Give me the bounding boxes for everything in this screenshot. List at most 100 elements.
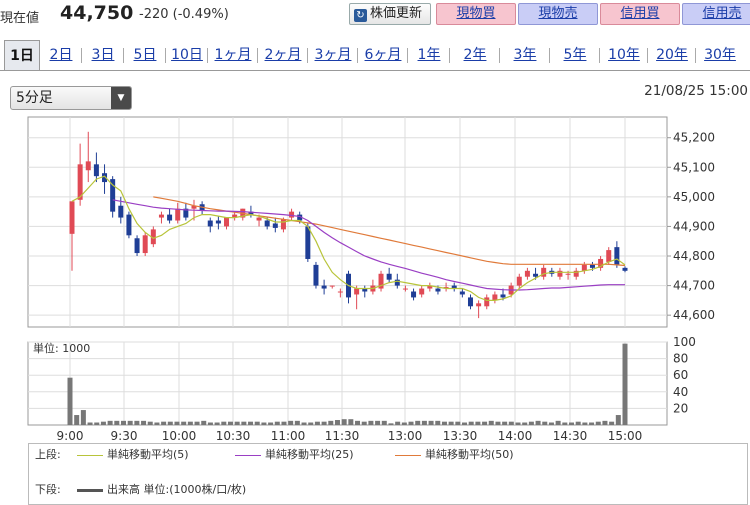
tab-9[interactable]: 1年 bbox=[417, 47, 441, 63]
tab-4[interactable]: 10日 bbox=[171, 47, 203, 63]
tab-12[interactable]: 5年 bbox=[563, 47, 587, 63]
candle-body bbox=[248, 211, 254, 215]
candle-body bbox=[354, 288, 360, 295]
candle-body bbox=[573, 270, 579, 277]
candle-body bbox=[297, 214, 303, 221]
tab-5[interactable]: 1ヶ月 bbox=[214, 47, 252, 63]
price-tick-label: 45,000 bbox=[673, 190, 715, 204]
legend-ma25-label: 単純移動平均(25) bbox=[265, 448, 354, 461]
volume-bar bbox=[67, 377, 73, 425]
candle-body bbox=[386, 273, 392, 280]
candle-body bbox=[264, 220, 270, 227]
tab-6[interactable]: 2ヶ月 bbox=[264, 47, 302, 63]
cash-buy-button[interactable]: 現物買 bbox=[436, 3, 516, 25]
volume-bar bbox=[582, 422, 588, 425]
candle-body bbox=[93, 164, 99, 177]
candle-body bbox=[102, 173, 108, 183]
volume-bar bbox=[314, 421, 320, 425]
quote-header: 現在値 44,750 -220 (-0.49%) ↻ 株価更新 現物買 現物売 信… bbox=[0, 0, 750, 34]
volume-bar bbox=[602, 420, 608, 425]
cash-sell-button[interactable]: 現物売 bbox=[518, 3, 598, 25]
tab-13[interactable]: 10年 bbox=[608, 47, 640, 63]
ma50-line-icon bbox=[395, 454, 421, 456]
candle-body bbox=[69, 201, 75, 234]
volume-bar bbox=[201, 420, 207, 425]
volume-bar bbox=[428, 420, 434, 425]
candle-body bbox=[313, 264, 319, 286]
candle-body bbox=[150, 229, 156, 245]
volume-bar bbox=[234, 421, 240, 425]
candle-body bbox=[134, 238, 140, 254]
volume-tick-label: 80 bbox=[673, 352, 688, 366]
candle-body bbox=[329, 285, 335, 287]
candle-body bbox=[110, 179, 116, 212]
tab-14[interactable]: 20年 bbox=[656, 47, 688, 63]
volume-bar bbox=[462, 422, 468, 425]
candle-body bbox=[533, 273, 539, 277]
candle-body bbox=[256, 217, 262, 221]
ma5-line-icon bbox=[77, 454, 103, 456]
volume-bar bbox=[334, 420, 340, 425]
volume-bar bbox=[161, 421, 167, 425]
tab-2[interactable]: 3日 bbox=[91, 47, 115, 63]
volume-bar bbox=[408, 421, 414, 425]
volume-bar bbox=[87, 422, 93, 425]
candle-body bbox=[598, 258, 604, 268]
volume-bar bbox=[548, 422, 554, 425]
margin-buy-button[interactable]: 信用買 bbox=[600, 3, 680, 25]
candle-body bbox=[394, 279, 400, 286]
candle-body bbox=[77, 164, 83, 200]
tab-separator bbox=[257, 48, 258, 63]
tab-10[interactable]: 2年 bbox=[463, 47, 487, 63]
volume-unit-label: 単位: 1000 bbox=[33, 341, 90, 355]
volume-bar bbox=[167, 421, 173, 425]
candle-body bbox=[232, 214, 238, 218]
candle-body bbox=[118, 205, 124, 218]
tab-0[interactable]: 1日 bbox=[4, 40, 40, 70]
price-tick-label: 44,800 bbox=[673, 249, 715, 263]
legend-ma5: 単純移動平均(5) bbox=[77, 448, 189, 462]
volume-tick-label: 60 bbox=[673, 368, 688, 382]
volume-bar bbox=[294, 420, 300, 425]
interval-select[interactable]: 5分足 ▼ bbox=[10, 86, 132, 110]
candle-body bbox=[289, 211, 295, 218]
candle-body bbox=[459, 291, 465, 295]
volume-bar bbox=[194, 421, 200, 425]
volume-bar bbox=[475, 421, 481, 425]
volume-bar bbox=[274, 421, 280, 425]
candle-body bbox=[224, 217, 230, 227]
tab-3[interactable]: 5日 bbox=[133, 47, 157, 63]
tab-separator bbox=[165, 48, 166, 63]
volume-bar bbox=[441, 421, 447, 425]
tab-1[interactable]: 2日 bbox=[49, 47, 73, 63]
volume-bar bbox=[562, 422, 568, 425]
chart-datetime: 21/08/25 15:00 bbox=[644, 83, 748, 99]
ma5-line bbox=[71, 175, 626, 301]
tab-11[interactable]: 3年 bbox=[513, 47, 537, 63]
candle-body bbox=[183, 208, 189, 218]
volume-tick-label: 40 bbox=[673, 385, 688, 399]
time-tick-label: 9:00 bbox=[57, 429, 84, 443]
time-tick-label: 14:00 bbox=[498, 429, 533, 443]
ma25-line-icon bbox=[235, 454, 261, 456]
candle-body bbox=[492, 294, 498, 301]
volume-bar bbox=[555, 420, 561, 425]
refresh-price-button[interactable]: ↻ 株価更新 bbox=[349, 3, 431, 25]
tab-8[interactable]: 6ヶ月 bbox=[364, 47, 402, 63]
candle-body bbox=[565, 273, 571, 275]
legend-lower-label: 下段: bbox=[35, 483, 61, 496]
tab-15[interactable]: 30年 bbox=[704, 47, 736, 63]
price-label: 現在値 bbox=[0, 11, 40, 26]
candle-body bbox=[419, 288, 425, 295]
margin-sell-button[interactable]: 信用売 bbox=[682, 3, 750, 25]
volume-tick-label: 20 bbox=[673, 401, 688, 415]
tab-separator bbox=[449, 48, 450, 63]
candle-body bbox=[402, 288, 408, 290]
candle-body bbox=[500, 294, 506, 298]
candle-body bbox=[337, 291, 343, 293]
tab-7[interactable]: 3ヶ月 bbox=[314, 47, 352, 63]
candle-body bbox=[467, 297, 473, 307]
volume-bar bbox=[120, 420, 126, 425]
refresh-icon: ↻ bbox=[354, 9, 367, 22]
volume-bar bbox=[542, 421, 548, 425]
